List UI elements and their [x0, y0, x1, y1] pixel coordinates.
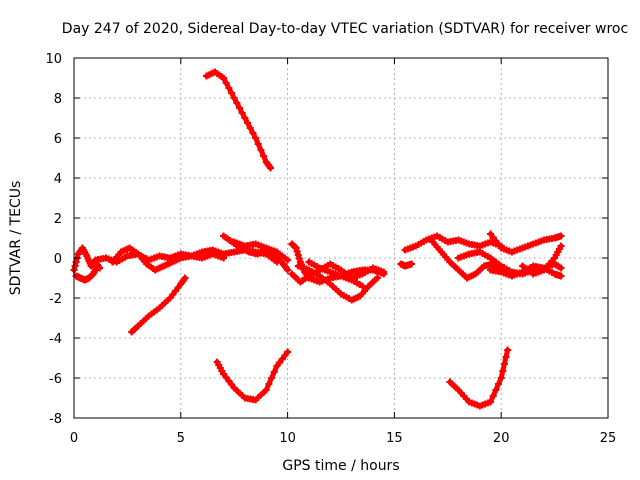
- x-tick-label: 10: [279, 431, 296, 446]
- data-point-marker: [257, 146, 265, 154]
- data-point-marker: [373, 274, 381, 282]
- data-point-marker: [557, 242, 565, 250]
- data-point-marker: [241, 114, 249, 122]
- data-point-marker: [244, 119, 252, 127]
- y-axis-label: SDTVAR / TECUs: [8, 181, 24, 296]
- data-point-marker: [497, 374, 505, 382]
- axis-ticks: 0 5 10 15 20 25 -8 -6 -4 -2 0 2 4 6 8 10: [45, 52, 616, 446]
- data-point-marker: [225, 84, 233, 92]
- y-tick-label: -6: [49, 372, 62, 387]
- data-point-marker: [220, 74, 228, 82]
- series-arc-08: [128, 274, 189, 336]
- x-tick-label: 25: [600, 431, 617, 446]
- data-point-marker: [233, 99, 241, 107]
- y-tick-label: 6: [54, 132, 62, 147]
- x-tick-label: 5: [177, 431, 185, 446]
- data-point-marker: [284, 348, 292, 356]
- data-point-marker: [181, 274, 189, 282]
- data-point-marker: [93, 262, 101, 270]
- x-tick-label: 0: [70, 431, 78, 446]
- data-point-marker: [487, 398, 495, 406]
- trace-line: [214, 349, 291, 403]
- data-point-marker: [267, 164, 275, 172]
- data-point-marker: [500, 360, 508, 368]
- y-tick-label: 10: [45, 52, 62, 67]
- series-arc-07: [230, 238, 292, 264]
- data-point-marker: [265, 380, 273, 388]
- y-tick-label: 8: [54, 92, 62, 107]
- y-tick-label: -4: [49, 332, 62, 347]
- data-point-marker: [557, 264, 565, 272]
- y-tick-label: -2: [49, 292, 62, 307]
- data-point-marker: [495, 380, 503, 388]
- data-point-marker: [260, 152, 268, 160]
- trace-line: [203, 69, 274, 171]
- series-arc-05: [108, 244, 228, 274]
- x-tick-label: 15: [386, 431, 403, 446]
- data-point-marker: [557, 272, 565, 280]
- data-point-marker: [504, 346, 512, 354]
- data-point-marker: [246, 124, 254, 132]
- y-tick-label: 0: [54, 252, 62, 267]
- data-point-marker: [230, 94, 238, 102]
- series-arc-09: [213, 348, 292, 404]
- data-point-marker: [270, 368, 278, 376]
- data-point-marker: [557, 232, 565, 240]
- y-tick-label: -8: [49, 412, 62, 427]
- plot-frame: [73, 57, 609, 419]
- y-tick-label: 4: [54, 172, 62, 187]
- series-arc-15: [401, 232, 505, 254]
- y-tick-label: 2: [54, 212, 62, 227]
- data-point-marker: [220, 254, 228, 262]
- data-point-marker: [249, 129, 257, 137]
- data-point-marker: [284, 256, 292, 264]
- series-arc-21: [446, 346, 512, 410]
- x-axis-label: GPS time / hours: [282, 458, 399, 474]
- series-arc-20: [519, 242, 565, 278]
- data-point-marker: [238, 109, 246, 117]
- data-point-marker: [358, 282, 366, 290]
- data-point-marker: [407, 260, 415, 268]
- data-point-marker: [252, 134, 260, 142]
- series-arc-18: [487, 230, 565, 256]
- data-point-marker: [292, 244, 300, 252]
- data-point-marker: [284, 266, 292, 274]
- data-point-marker: [380, 268, 388, 276]
- x-tick-label: 20: [493, 431, 510, 446]
- series-arc-14: [397, 260, 415, 270]
- data-point-marker: [499, 367, 507, 375]
- data-point-marker: [71, 262, 79, 270]
- data-point-marker: [489, 392, 497, 400]
- data-point-marker: [295, 255, 303, 262]
- chart-title: Day 247 of 2020, Sidereal Day-to-day VTE…: [62, 21, 628, 37]
- grid: [74, 58, 608, 418]
- series-arc-12: [294, 262, 381, 304]
- series-arc-01: [202, 68, 275, 172]
- data-points: [70, 68, 565, 410]
- data-point-marker: [268, 374, 276, 382]
- data-point-marker: [293, 248, 301, 255]
- data-point-marker: [236, 104, 244, 112]
- data-point-marker: [262, 386, 270, 394]
- data-point-marker: [502, 353, 510, 361]
- data-point-marker: [294, 251, 302, 259]
- data-point-marker: [254, 140, 262, 148]
- data-point-marker: [222, 79, 230, 87]
- data-point-marker: [492, 386, 500, 394]
- data-point-marker: [228, 89, 236, 97]
- series-arc-13: [305, 258, 366, 290]
